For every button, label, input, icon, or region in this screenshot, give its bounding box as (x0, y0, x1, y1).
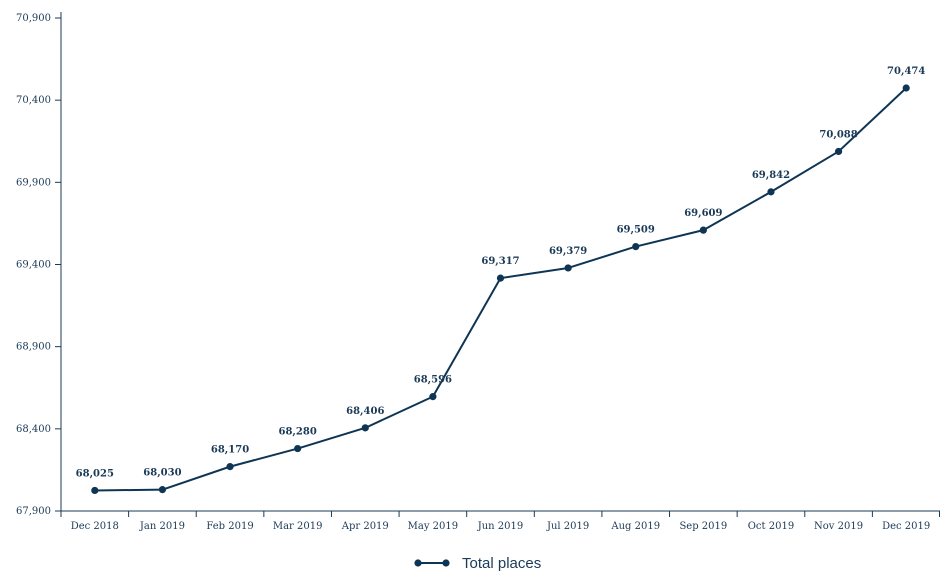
y-tick-label: 68,900 (16, 342, 51, 353)
data-point (902, 84, 910, 92)
data-point (294, 444, 302, 453)
legend-swatch-point-left (414, 559, 422, 567)
y-tick-label: 69,400 (16, 260, 51, 271)
data-labels: 68,025 68,030 68,170 68,280 68,406 68,596 69,3… (76, 66, 926, 479)
data-label: 68,280 (279, 427, 317, 438)
legend[interactable]: Total places (414, 555, 541, 572)
legend-label: Total places (462, 555, 541, 572)
data-label: 68,170 (211, 445, 249, 456)
data-point (226, 463, 234, 471)
data-label: 69,609 (684, 208, 722, 219)
x-tick-label: Nov 2019 (814, 521, 863, 532)
data-label: 69,509 (617, 225, 655, 236)
data-point (699, 226, 707, 234)
y-tick-label: 70,400 (16, 95, 51, 106)
x-tick-label: Jun 2019 (477, 521, 524, 532)
data-point (834, 147, 843, 156)
data-label: 70,088 (819, 129, 857, 140)
data-point (429, 393, 437, 401)
y-tick-label: 70,900 (16, 13, 51, 24)
x-tick-label: Oct 2019 (748, 521, 794, 532)
x-tick-label: Dec 2019 (882, 521, 930, 532)
data-label: 69,317 (481, 256, 519, 267)
data-point (361, 424, 369, 432)
data-label: 68,025 (76, 468, 114, 479)
x-tick-label: Feb 2019 (206, 521, 253, 532)
data-label: 68,030 (143, 468, 181, 479)
y-axis: 67,900 68,400 68,900 69,400 69,900 70,400 70,9… (16, 12, 62, 517)
data-label: 68,596 (414, 375, 452, 386)
data-label: 70,474 (887, 66, 925, 77)
y-tick-label: 67,900 (16, 506, 51, 517)
series-line (94, 87, 907, 492)
series-total-places (91, 84, 910, 495)
data-point (158, 486, 167, 494)
data-label: 69,379 (549, 246, 587, 257)
x-tick-label: Aug 2019 (610, 521, 660, 532)
x-tick-label: Jan 2019 (139, 521, 185, 532)
data-point (91, 486, 99, 495)
data-point (767, 188, 775, 196)
data-point (564, 264, 572, 272)
data-label: 69,842 (752, 170, 790, 181)
data-label: 68,406 (346, 406, 384, 417)
data-point (496, 274, 505, 282)
legend-swatch (414, 559, 450, 567)
x-tick-label: Dec 2018 (71, 521, 119, 532)
x-tick-label: May 2019 (408, 521, 458, 532)
y-tick-label: 69,900 (16, 177, 51, 188)
y-tick-label: 68,400 (16, 424, 51, 435)
data-point (632, 242, 640, 251)
x-axis: Dec 2018 Jan 2019 Feb 2019 Mar 2019 Apr 2019… (60, 510, 940, 532)
x-tick-label: Mar 2019 (273, 521, 323, 532)
legend-swatch-point-right (442, 559, 450, 567)
x-tick-label: Jul 2019 (546, 521, 589, 532)
x-tick-label: Apr 2019 (341, 521, 389, 532)
x-tick-label: Sep 2019 (679, 521, 727, 532)
